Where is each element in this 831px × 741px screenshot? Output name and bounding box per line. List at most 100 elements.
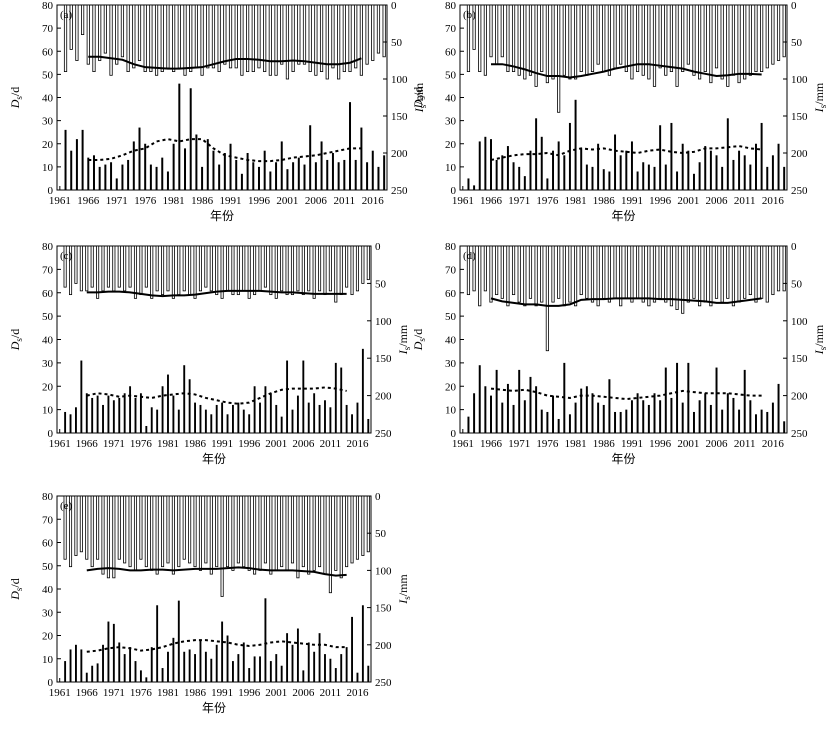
x-tick-label: 2006 bbox=[305, 195, 328, 207]
is-bar bbox=[307, 245, 311, 292]
ds-bar bbox=[546, 411, 549, 433]
is-bar bbox=[652, 245, 657, 303]
is-bar bbox=[557, 245, 561, 299]
ds-bar bbox=[155, 166, 158, 191]
x-tick-label: 2011 bbox=[734, 438, 756, 450]
left-tick-label: 20 bbox=[42, 139, 54, 151]
is-bar bbox=[495, 245, 499, 296]
right-axis-label-main: I bbox=[396, 349, 410, 355]
left-axis-label-unit: /d bbox=[411, 329, 425, 338]
x-tick-label: 1996 bbox=[248, 195, 271, 207]
is-bar bbox=[472, 245, 476, 292]
is-bar bbox=[607, 4, 611, 76]
is-bar bbox=[312, 245, 316, 299]
is-bar bbox=[290, 245, 295, 296]
is-bar bbox=[647, 4, 651, 80]
is-bar bbox=[112, 495, 116, 579]
is-bar bbox=[698, 245, 702, 307]
left-tick-label: 50 bbox=[42, 561, 54, 573]
is-bar bbox=[686, 245, 690, 303]
is-bar bbox=[123, 245, 127, 292]
left-axis-label-sub: s bbox=[14, 338, 24, 342]
is-bar bbox=[137, 4, 142, 61]
left-tick-label: 50 bbox=[445, 311, 457, 323]
x-tick-label: 1961 bbox=[452, 195, 474, 207]
ds-moving-average-line bbox=[490, 145, 762, 161]
is-bar bbox=[483, 245, 487, 292]
ds-bar bbox=[591, 393, 594, 433]
ds-bar bbox=[235, 159, 238, 190]
ds-bar bbox=[248, 668, 251, 682]
x-tick-label: 2011 bbox=[334, 195, 356, 207]
right-tick-label: 250 bbox=[375, 677, 392, 689]
ds-bar bbox=[329, 658, 332, 682]
ds-bar bbox=[248, 414, 251, 433]
x-tick-label: 1991 bbox=[621, 195, 643, 207]
is-bar bbox=[495, 4, 499, 65]
is-bar bbox=[204, 245, 208, 288]
ds-bar bbox=[199, 404, 202, 433]
ds-bar bbox=[212, 150, 215, 190]
ds-bar bbox=[150, 647, 153, 683]
is-bar bbox=[194, 4, 198, 69]
left-axis-label-main: D bbox=[8, 99, 22, 109]
is-bar bbox=[517, 245, 521, 303]
ds-bar bbox=[771, 155, 774, 190]
left-tick-label: 80 bbox=[42, 0, 54, 12]
is-bar bbox=[345, 245, 349, 288]
is-bar bbox=[692, 245, 696, 299]
is-bar bbox=[204, 495, 208, 564]
ds-bar bbox=[501, 155, 504, 190]
is-bar bbox=[301, 495, 305, 568]
x-axis-label: 年份 bbox=[202, 701, 226, 715]
ds-bar bbox=[184, 148, 187, 191]
is-bar bbox=[720, 4, 724, 80]
is-bar bbox=[607, 245, 611, 303]
ds-bar bbox=[345, 404, 348, 433]
ds-bar bbox=[361, 348, 364, 433]
x-tick-label: 1986 bbox=[191, 195, 214, 207]
is-bar bbox=[354, 4, 358, 69]
x-tick-label: 1996 bbox=[649, 438, 672, 450]
is-bar bbox=[641, 4, 645, 76]
ds-bar bbox=[123, 393, 126, 433]
right-tick-label: 200 bbox=[375, 391, 392, 403]
ds-bar bbox=[367, 418, 370, 433]
ds-bar bbox=[356, 672, 359, 682]
is-bar bbox=[188, 245, 192, 296]
left-axis-label: Ds/d bbox=[411, 87, 427, 110]
x-tick-label: 1971 bbox=[508, 195, 530, 207]
is-bar bbox=[545, 4, 549, 84]
is-bar bbox=[154, 4, 159, 76]
ds-bar bbox=[104, 164, 107, 190]
is-bar bbox=[765, 245, 769, 303]
ds-bar bbox=[647, 404, 650, 433]
ds-bar bbox=[229, 143, 232, 190]
left-tick-label: 30 bbox=[445, 116, 457, 128]
right-axis-label: Is/mm bbox=[812, 324, 828, 355]
right-tick-label: 150 bbox=[791, 353, 808, 365]
left-tick-label: 60 bbox=[445, 288, 457, 300]
is-bar bbox=[128, 245, 132, 288]
ds-bar bbox=[664, 367, 667, 433]
ds-bar bbox=[127, 159, 130, 190]
ds-bar bbox=[172, 637, 175, 682]
is-bar bbox=[217, 4, 221, 72]
is-bar bbox=[236, 495, 240, 564]
ds-bar bbox=[331, 153, 334, 190]
x-tick-label: 1986 bbox=[593, 195, 616, 207]
ds-bar bbox=[206, 139, 209, 191]
is-bar bbox=[323, 495, 327, 575]
is-bar bbox=[523, 4, 527, 80]
is-bar bbox=[355, 245, 359, 292]
ds-bar bbox=[670, 397, 673, 433]
is-bar bbox=[96, 495, 100, 560]
is-bar bbox=[331, 4, 335, 69]
ds-bar bbox=[166, 171, 169, 190]
is-bar bbox=[748, 4, 752, 76]
ds-bar bbox=[210, 658, 213, 682]
ds-bar bbox=[337, 162, 340, 190]
left-tick-label: 30 bbox=[42, 116, 54, 128]
is-bar bbox=[74, 495, 78, 556]
x-tick-label: 2016 bbox=[346, 687, 369, 699]
